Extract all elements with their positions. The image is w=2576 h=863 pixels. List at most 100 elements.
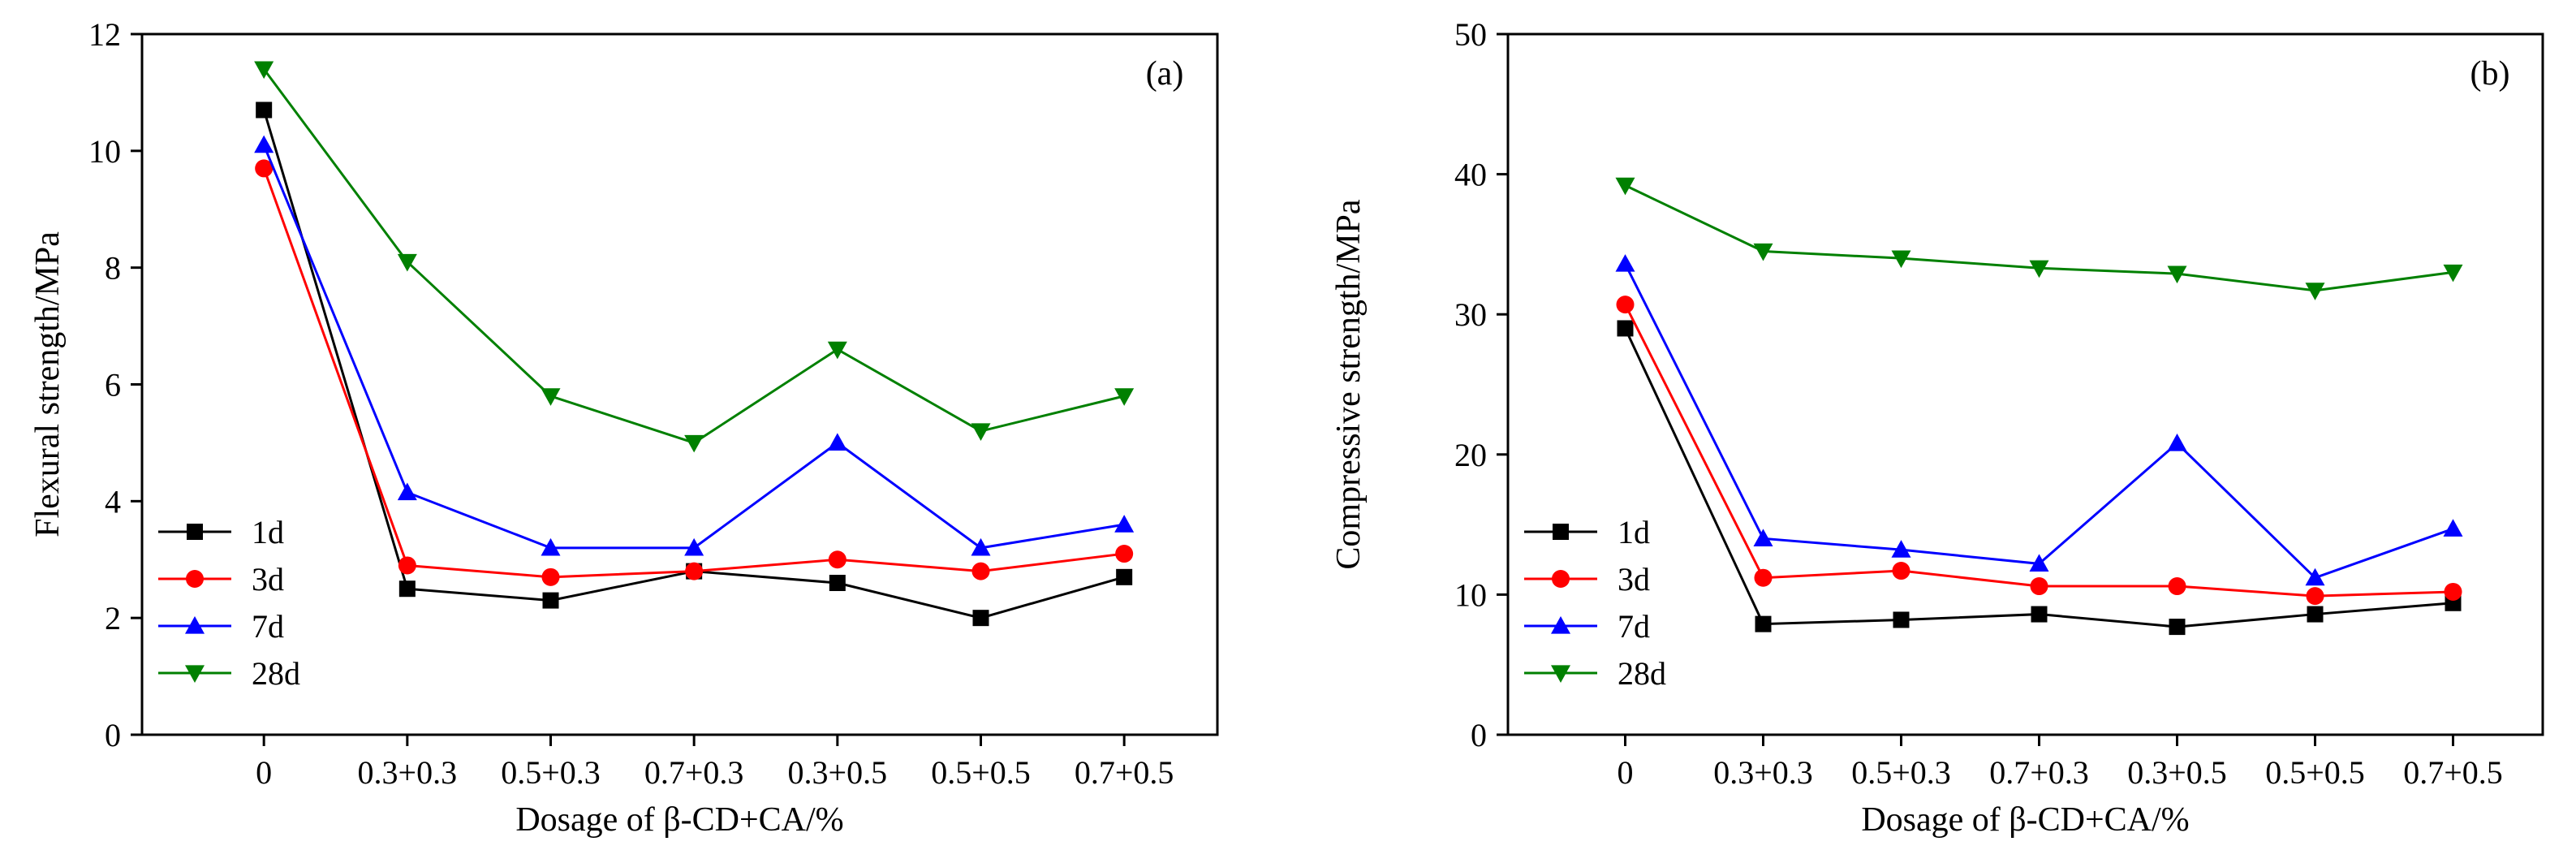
x-tick-label: 0.3+0.5: [788, 754, 888, 791]
data-point-3d: [1754, 568, 1773, 587]
legend-label-3d: 3d: [1618, 561, 1650, 598]
y-tick-label: 40: [1454, 157, 1487, 193]
y-axis-title: Compressive strength/MPa: [1330, 199, 1368, 569]
data-point-1d: [542, 592, 559, 609]
data-point-1d: [1617, 320, 1634, 337]
data-point-1d: [2307, 606, 2324, 623]
data-point-7d: [1114, 515, 1135, 533]
series-line-3d: [262, 167, 1125, 579]
legend-marker-28d: [1551, 665, 1570, 683]
legend-label-3d: 3d: [252, 561, 284, 598]
x-tick-label: 0.5+0.3: [501, 754, 601, 791]
legend-label-1d: 1d: [1618, 514, 1650, 550]
series-line-28d: [262, 68, 1125, 445]
data-point-7d: [1615, 254, 1635, 272]
x-tick-label: 0: [256, 754, 272, 791]
series-28d: [1615, 177, 2463, 300]
y-tick-label: 10: [1454, 576, 1487, 613]
series-1d: [1617, 320, 2462, 636]
data-point-28d: [827, 341, 847, 360]
series-3d: [255, 159, 1134, 586]
data-point-3d: [255, 159, 274, 178]
data-point-28d: [254, 61, 274, 80]
chart-panel-a: 0 2 4 6 8 10 12 0 0.3+0.3 0.5+0.3 0.7+0.3 0.3+0.5 0.…: [29, 16, 1219, 839]
y-tick-label: 0: [105, 717, 121, 753]
data-point-1d: [1116, 568, 1133, 585]
y-tick-label: 2: [105, 600, 121, 636]
data-point-28d: [541, 388, 561, 406]
legend-marker-7d: [1551, 616, 1570, 634]
x-axis-title: Dosage of β-CD+CA/%: [515, 801, 843, 839]
data-point-7d: [2305, 567, 2325, 586]
y-tick-label: 0: [1471, 717, 1487, 753]
data-point-1d: [972, 610, 989, 627]
legend: 1d 3d 7d 28d: [1524, 514, 1666, 692]
data-point-28d: [1753, 243, 1773, 261]
panel-label: (a): [1146, 55, 1184, 93]
series-7d: [254, 135, 1135, 556]
data-point-28d: [2167, 265, 2187, 284]
data-point-7d: [1891, 540, 1911, 558]
x-tick-label: 0.5+0.5: [2265, 754, 2365, 791]
x-tick-label: 0.3+0.3: [1713, 754, 1813, 791]
data-point-1d: [2031, 606, 2048, 623]
series-line-3d: [1624, 304, 2453, 598]
legend-marker-1d: [1553, 524, 1569, 540]
y-axis-title: Flexural strength/MPa: [29, 231, 67, 537]
plot-frame: [140, 32, 1219, 736]
data-point-7d: [827, 433, 847, 451]
data-point-7d: [541, 537, 561, 556]
legend-label-28d: 28d: [1618, 655, 1666, 692]
data-point-3d: [685, 562, 704, 580]
data-point-28d: [971, 423, 991, 442]
data-point-7d: [2443, 519, 2463, 537]
series-7d: [1615, 254, 2463, 586]
data-point-7d: [684, 537, 704, 556]
data-point-3d: [398, 556, 416, 575]
data-point-3d: [1892, 562, 1910, 580]
data-point-3d: [828, 550, 846, 569]
plot-frame: [1506, 32, 2544, 736]
data-point-1d: [1893, 611, 1910, 628]
y-tick-label: 20: [1454, 437, 1487, 473]
data-point-28d: [2305, 283, 2325, 300]
data-point-28d: [2443, 264, 2463, 283]
x-tick-label: 0.3+0.3: [358, 754, 458, 791]
data-point-1d: [1755, 615, 1772, 632]
x-tick-label: 0: [1618, 754, 1634, 791]
legend-marker-28d: [185, 665, 205, 683]
legend-marker-1d: [187, 524, 203, 540]
x-tick-label: 0.7+0.5: [1075, 754, 1174, 791]
series-line-7d: [1624, 263, 2454, 580]
data-point-7d: [397, 482, 417, 501]
data-point-3d: [2306, 587, 2324, 606]
data-point-28d: [2029, 260, 2049, 278]
data-point-3d: [1115, 545, 1134, 563]
y-tick-label: 12: [88, 16, 121, 53]
data-point-28d: [397, 253, 417, 272]
data-point-3d: [2030, 577, 2048, 596]
series-28d: [254, 61, 1135, 453]
data-point-7d: [254, 135, 274, 153]
x-tick-label: 0.5+0.3: [1851, 754, 1951, 791]
x-tick-label: 0.7+0.5: [2403, 754, 2503, 791]
x-tick-label: 0.5+0.5: [931, 754, 1031, 791]
data-point-1d: [2169, 619, 2186, 636]
data-point-3d: [541, 567, 560, 586]
x-tick-label: 0.3+0.5: [2127, 754, 2227, 791]
data-point-28d: [1114, 388, 1135, 406]
legend-label-7d: 7d: [1618, 608, 1650, 645]
chart-panel-b: 0 10 20 30 40 50 0 0.3+0.3 0.5+0.3 0.7+0.3 0.3+0.5…: [1330, 16, 2544, 839]
series-line-7d: [262, 145, 1125, 550]
data-point-7d: [1753, 529, 1773, 546]
data-point-1d: [398, 580, 416, 598]
data-point-28d: [684, 434, 704, 453]
y-tick-label: 10: [88, 133, 121, 170]
data-point-1d: [829, 575, 846, 592]
legend-marker-3d: [186, 570, 204, 588]
y-tick-label: 8: [105, 250, 121, 287]
data-point-7d: [971, 537, 991, 556]
data-point-28d: [1891, 250, 1911, 269]
